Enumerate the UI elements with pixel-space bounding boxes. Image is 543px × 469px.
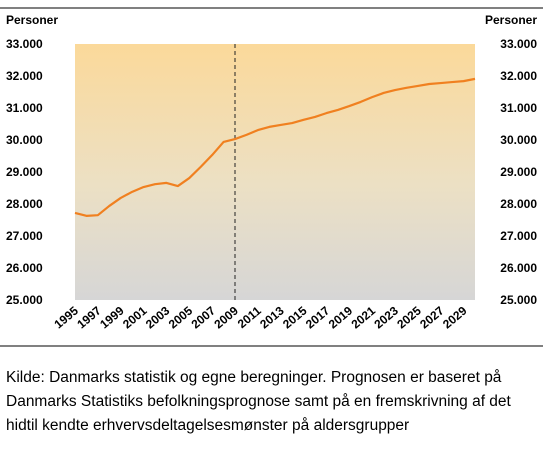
x-tick-label: 2013 [257,303,287,331]
x-tick-label: 2009 [211,303,241,331]
y-tick-label: 29.000 [6,165,43,179]
x-tick-label: 1999 [97,303,127,331]
source-note: Kilde: Danmarks statistik og egne beregn… [6,369,511,434]
y2-tick-label: 27.000 [500,229,537,243]
x-tick-label: 2027 [417,303,447,331]
y2-tick-label: 29.000 [500,165,537,179]
y2-tick-label: 30.000 [500,133,537,147]
x-tick-label: 2023 [371,303,401,331]
x-tick-label: 2017 [303,303,333,331]
y-tick-label: 28.000 [6,197,43,211]
chart: Personer Personer 25.000 26.000 27.000 28.0… [0,7,543,347]
x-tick-label: 2021 [349,303,379,331]
x-tick-label: 1995 [51,303,81,331]
plot-area [75,44,475,300]
x-tick-label: 2005 [166,303,196,331]
y-tick-label: 25.000 [6,293,43,307]
y-tick-label: 33.000 [6,37,43,51]
y-tick-label: 31.000 [6,101,43,115]
y2-axis-label: Personer [485,13,537,27]
x-tick-label: 2007 [189,303,219,331]
x-tick-label: 2001 [120,303,150,331]
y2-tick-label: 25.000 [500,293,537,307]
y-tick-label: 27.000 [6,229,43,243]
x-tick-label: 1997 [74,303,104,331]
y2-tick-label: 28.000 [500,197,537,211]
x-tick-label: 2015 [280,303,310,331]
x-tick-label: 2029 [440,303,470,331]
x-tick-label: 2011 [235,303,264,331]
x-tick-label: 2003 [143,303,173,331]
y-tick-label: 32.000 [6,69,43,83]
data-line [74,77,476,217]
y2-tick-label: 32.000 [500,69,537,83]
y2-tick-label: 33.000 [500,37,537,51]
x-tick-label: 2025 [394,303,424,331]
y2-tick-label: 31.000 [500,101,537,115]
y-tick-label: 30.000 [6,133,43,147]
x-tick-label: 2019 [326,303,356,331]
y-tick-label: 26.000 [6,261,43,275]
y-axis-label: Personer [6,13,58,27]
y2-tick-label: 26.000 [500,261,537,275]
